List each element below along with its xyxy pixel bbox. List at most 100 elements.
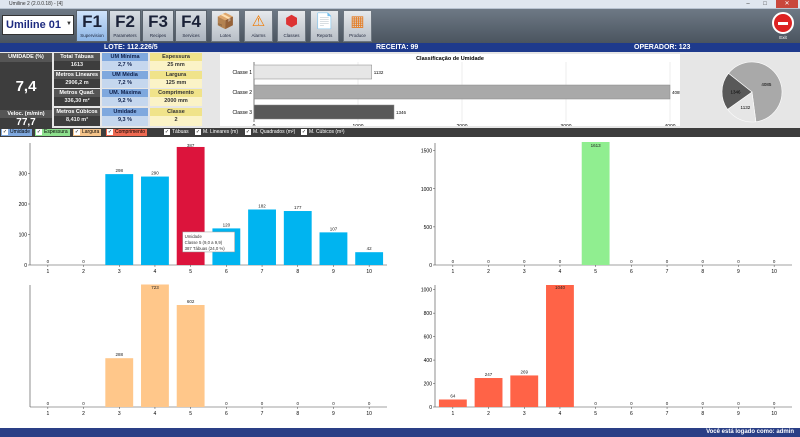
x-tick-label: 3 [523,411,526,417]
x-tick-label: 0 [253,124,256,126]
metros-cubicos-checkbox[interactable]: M. Cúbicos (m³) [300,129,347,136]
exit-button[interactable]: Exit [768,10,798,42]
classe-bar [253,84,671,100]
largura-checkbox[interactable]: Largura [73,129,102,136]
tooltip-line: Classe 5 (9,0 a 9,9) [185,240,223,245]
umidade-label: Umidade [102,108,148,116]
bar-value-label: 0 [666,401,669,406]
classe-label: Classe 1 [233,70,253,76]
x-tick-label: 7 [261,411,264,417]
bar-value-label: 0 [737,259,740,264]
lotes-button[interactable]: 📦 Lotes [211,10,240,42]
bar-value-label: 0 [82,259,85,264]
y-tick-label: 1000 [421,288,432,294]
metros-lineares-checkbox[interactable]: M. Lineares (m) [194,129,240,136]
close-button[interactable]: ✕ [776,0,798,8]
exit-label: Exit [779,35,787,40]
y-tick-label: 200 [19,202,28,208]
x-tick-label: 1 [46,411,49,417]
x-tick-label: 10 [771,411,777,417]
x-tick-label: 9 [737,269,740,275]
warning-icon: ⚠ [251,13,266,30]
bar-value-label: 0 [737,401,740,406]
logged-user-text: Você está logado como: admin [706,429,794,435]
x-tick-label: 5 [594,269,597,275]
minimize-button[interactable]: – [746,1,750,7]
y-tick-label: 0 [429,405,432,411]
batch-status-bar: LOTE: 112.226/5 RECEITA: 99 OPERADOR: 12… [0,43,800,52]
metros-quad-value: 336,30 m² [54,97,100,106]
comprimento-checkbox[interactable]: Comprimento [106,129,148,136]
x-tick-label: 2 [82,269,85,275]
histogram-bar [438,399,467,407]
x-tick-label: 10 [771,269,777,275]
total-tabuas-label: Total Tábuas [54,53,100,61]
um-minima-label: UM Mínima [102,53,148,61]
um-maxima-label: UM. Máxima [102,89,148,97]
maximize-button[interactable]: □ [763,1,767,7]
x-tick-label: 4 [154,269,157,275]
f2-parameters-button[interactable]: F2 Parameters [109,10,141,42]
veloc-header: Veloc. (m/min) [0,110,52,118]
f1-key: F1 [82,12,102,31]
bar-value-label: 0 [666,259,669,264]
produce-button[interactable]: ▦ Produce [343,10,372,42]
line-select[interactable]: Umiline 01 ▼ [2,15,74,35]
umidade-checkbox[interactable]: Umidade [1,129,33,136]
produce-icon: ▦ [350,13,365,30]
y-tick-label: 0 [429,263,432,269]
reports-button[interactable]: 📄 Reports [310,10,339,42]
bar-value-label: 0 [773,401,776,406]
bar-value-label: 247 [485,372,493,377]
tooltip-line: 387 Tábuas (24,0 %) [185,246,226,251]
largura-histogram-panel: 0 1 0 2 288 3 723 4 602 5 0 6 0 7 0 8 0 9 0 10 [0,281,395,419]
bar-value-label: 0 [701,259,704,264]
x-tick-label: 7 [666,269,669,275]
tabuas-checkbox[interactable]: Tábuas [163,129,191,136]
um-media-value: 7,2 % [102,79,148,88]
bar-value-label: 0 [47,259,50,264]
classification-title: Classificação de Umidade [416,56,484,62]
lotes-label: Lotes [219,33,231,38]
classification-pie-panel: 4085 1132 1346 [720,60,784,124]
bar-value-label: 0 [630,401,633,406]
classes-label: Classes [283,33,300,38]
x-tick-label: 2 [487,269,490,275]
metros-lineares-value: 2906,2 m [54,79,100,88]
y-tick-label: 100 [19,233,28,239]
tooltip-line: Umidade [185,234,203,239]
bar-value-label: 0 [332,401,335,406]
um-minima-value: 2,7 % [102,61,148,70]
bar-value-label: 0 [82,401,85,406]
bar-value-label: 0 [630,259,633,264]
x-tick-label: 1 [46,269,49,275]
x-tick-label: 4 [154,411,157,417]
pie-slice-label: 1346 [730,90,741,95]
bar-value-label: 177 [294,205,302,210]
bar-value-label: 0 [261,401,264,406]
classes-button[interactable]: ⬢ Classes [277,10,306,42]
histogram-bar [546,285,574,407]
bar-value-label: 269 [520,369,528,374]
metros-quadrados-checkbox[interactable]: M. Quadrados (m²) [244,129,297,136]
f1-supervision-button[interactable]: F1 Supervision [76,10,108,42]
metros-cubicos-label: Metros Cúbicos [54,108,100,116]
espessura-checkbox[interactable]: Espessura [35,129,70,136]
f4-services-button[interactable]: F4 Services [175,10,207,42]
y-tick-label: 400 [424,358,433,364]
histogram-bar [355,252,384,265]
umidade-histogram: 0100200300010229832904387512061827177810… [19,143,387,275]
f3-recipes-button[interactable]: F3 Recipes [142,10,174,42]
y-tick-label: 0 [24,263,27,269]
espessura-value: 25 mm [150,61,202,70]
x-tick-label: 8 [296,269,299,275]
y-tick-label: 500 [424,225,433,231]
alarms-button[interactable]: ⚠ Alarms [244,10,273,42]
bar-value-label: 42 [367,246,373,251]
f2-key: F2 [115,12,135,31]
x-tick-label: 8 [296,411,299,417]
y-tick-label: 200 [424,382,433,388]
